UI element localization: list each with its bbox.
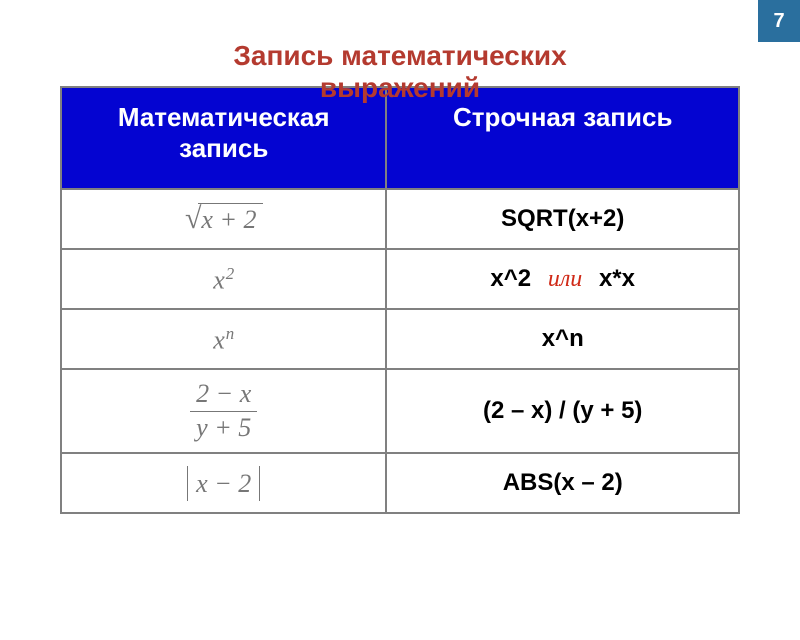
sqrt-arg-a: x (201, 205, 213, 234)
power-base: x (213, 265, 225, 294)
math-cell-power2: x2 (61, 249, 386, 309)
math-cell-abs: x − 2 (61, 453, 386, 513)
math-cell-sqrt: √ x + 2 (61, 189, 386, 249)
title-line-1: Запись математических (233, 40, 566, 71)
title-line-2: выражений (320, 72, 480, 103)
string-cell: x^2 или x*x (386, 249, 739, 309)
string-part-a: x^2 (490, 265, 531, 292)
den-a: y (196, 413, 208, 442)
num-a: 2 (196, 379, 209, 408)
abs-a: x (196, 469, 208, 498)
abs-b: 2 (238, 469, 251, 498)
fraction-expression: 2 − x y + 5 (190, 380, 257, 442)
table-row: x − 2 ABS(x – 2) (61, 453, 739, 513)
table-container: Математическая запись Строчная запись √ … (60, 86, 740, 514)
string-cell: ABS(x – 2) (386, 453, 739, 513)
sqrt-expression: √ x + 2 (185, 203, 263, 235)
table-row: xn x^n (61, 309, 739, 369)
page-number-badge: 7 (758, 0, 800, 42)
page-number: 7 (773, 10, 784, 33)
abs-expression: x − 2 (187, 466, 260, 501)
math-cell-powern: xn (61, 309, 386, 369)
table-row: x2 x^2 или x*x (61, 249, 739, 309)
power-exponent: n (226, 324, 234, 343)
power-exponent: 2 (226, 264, 234, 283)
sqrt-argument: x + 2 (198, 203, 262, 235)
expressions-table: Математическая запись Строчная запись √ … (60, 86, 740, 514)
string-cell: (2 – x) / (y + 5) (386, 369, 739, 453)
or-label: или (538, 266, 592, 292)
math-cell-fraction: 2 − x y + 5 (61, 369, 386, 453)
fraction-numerator: 2 − x (190, 380, 257, 412)
num-b: x (240, 379, 252, 408)
fraction-denominator: y + 5 (190, 412, 257, 443)
table-row: 2 − x y + 5 (2 – x) / (y + 5) (61, 369, 739, 453)
string-cell: SQRT(x+2) (386, 189, 739, 249)
den-b: 5 (238, 413, 251, 442)
power-base: x (213, 325, 225, 354)
table-row: √ x + 2 SQRT(x+2) (61, 189, 739, 249)
string-cell: x^n (386, 309, 739, 369)
sqrt-arg-b: 2 (244, 205, 257, 234)
string-part-b: x*x (599, 265, 635, 292)
